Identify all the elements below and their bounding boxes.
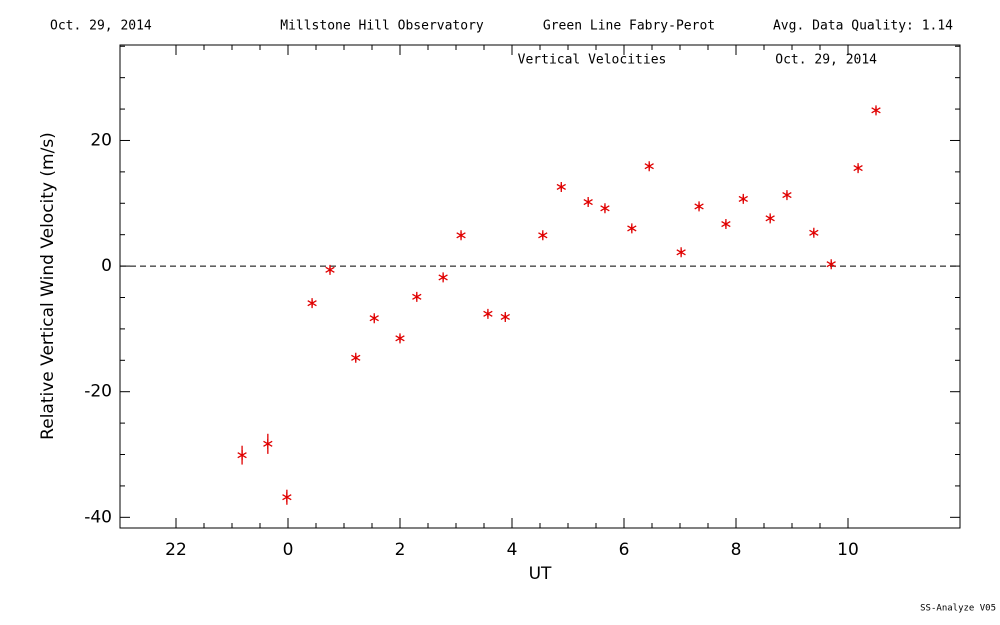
data-point [412,291,422,302]
data-point [644,161,654,172]
x-tick-label: 10 [837,540,859,560]
data-point [483,308,493,319]
data-point [237,450,247,461]
data-point [853,163,863,174]
data-point [738,193,748,204]
data-point [782,190,792,201]
y-tick-label: 20 [90,130,112,150]
x-axis-label: UT [529,564,552,584]
data-point [438,272,448,283]
data-point [500,311,510,322]
data-point [809,227,819,238]
header-date: Oct. 29, 2014 [50,19,152,34]
data-point [826,259,836,270]
chart-title: Vertical Velocities [518,53,667,68]
x-tick-label: 2 [395,540,406,560]
data-point [627,223,637,234]
data-point [765,213,775,224]
data-point [395,333,405,344]
data-point [694,201,704,212]
x-tick-label: 4 [507,540,518,560]
data-point [369,313,379,324]
data-point [871,105,881,116]
data-point [307,298,317,309]
x-tick-label: 8 [731,540,742,560]
header-quality: Avg. Data Quality: 1.14 [773,19,953,34]
data-point [351,352,361,363]
x-tick-label: 22 [165,540,187,560]
x-tick-label: 6 [619,540,630,560]
data-point [676,247,686,258]
chart-subtitle: Oct. 29, 2014 [775,53,877,68]
plot-frame [119,44,961,529]
data-point [325,264,335,275]
data-point [282,492,292,503]
data-point [583,197,593,208]
header-site: Millstone Hill Observatory [280,19,484,34]
data-point [538,230,548,241]
x-tick-label: 0 [283,540,294,560]
data-point [456,230,466,241]
y-axis-label: Relative Vertical Wind Velocity (m/s) [38,132,58,440]
data-point [721,219,731,230]
footer: SS-Analyze V05 [920,604,996,614]
y-tick-label: -20 [84,382,112,402]
data-point [263,438,273,449]
y-tick-label: -40 [84,507,112,527]
y-tick-label: 0 [101,256,112,276]
data-point [556,181,566,192]
data-point [600,203,610,214]
header-instrument: Green Line Fabry-Perot [543,19,715,34]
